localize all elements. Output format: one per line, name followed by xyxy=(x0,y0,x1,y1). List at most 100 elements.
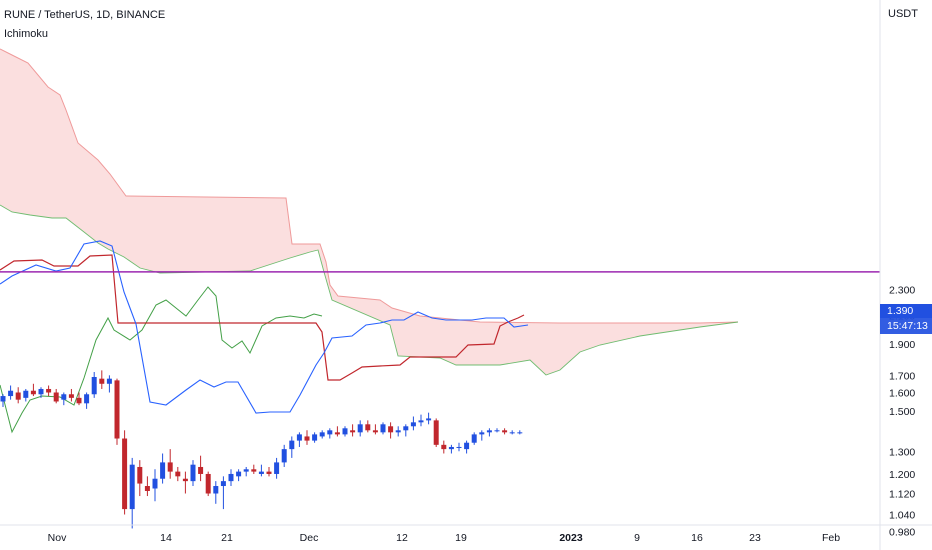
candle-body xyxy=(160,462,166,479)
candle-body xyxy=(99,378,105,384)
candle-body xyxy=(289,440,295,450)
candle-body xyxy=(213,486,219,494)
candle-body xyxy=(182,478,188,482)
candle-body xyxy=(464,442,470,450)
candle-body xyxy=(122,438,128,510)
candle-body xyxy=(509,432,515,434)
y-tick-label: 1.600 xyxy=(889,387,915,399)
candle-body xyxy=(380,424,386,433)
candle-body xyxy=(479,432,485,435)
y-tick-label: 1.200 xyxy=(889,469,915,481)
candle-body xyxy=(106,378,112,384)
candle-body xyxy=(23,390,29,398)
candle-body xyxy=(91,376,97,395)
senkou-span-b-line xyxy=(0,48,739,324)
candle-body xyxy=(76,397,82,404)
candle-body xyxy=(38,388,44,395)
x-tick-label: 14 xyxy=(160,532,172,544)
x-tick-label: 21 xyxy=(221,532,233,544)
indicator-label[interactable]: Ichimoku xyxy=(4,28,49,40)
y-tick-label: 1.700 xyxy=(889,370,915,382)
last-price-label: 1.390 xyxy=(880,304,932,318)
candle-body xyxy=(441,444,447,450)
candle-body xyxy=(517,432,523,434)
candle-body xyxy=(220,481,226,487)
candle-body xyxy=(357,424,363,433)
candle-body xyxy=(433,420,439,445)
candle-body xyxy=(365,424,371,431)
candle-body xyxy=(418,420,424,423)
x-tick-label: Feb xyxy=(822,532,840,544)
x-tick-label: Nov xyxy=(48,532,67,544)
candle-body xyxy=(486,430,492,433)
candle-body xyxy=(152,478,158,489)
candle-body xyxy=(114,380,120,439)
candle-body xyxy=(388,426,394,433)
candle-body xyxy=(8,390,14,397)
y-tick-label: 1.120 xyxy=(889,489,915,501)
candle-body xyxy=(84,394,90,404)
candle-body xyxy=(403,426,409,431)
candle-body xyxy=(502,430,508,433)
candle-body xyxy=(198,466,204,474)
candle-body xyxy=(251,469,257,472)
candle-body xyxy=(281,449,287,463)
candle-body xyxy=(327,430,333,435)
y-tick-label: 0.980 xyxy=(889,526,915,538)
x-tick-label: 23 xyxy=(749,532,761,544)
x-tick-label: 2023 xyxy=(559,532,583,544)
y-tick-label: 1.500 xyxy=(889,406,915,418)
candle-body xyxy=(342,428,348,435)
bar-countdown-label: 15:47:13 xyxy=(880,318,932,334)
candle-body xyxy=(144,486,150,491)
candle-body xyxy=(350,430,356,433)
candle-body xyxy=(471,434,477,443)
y-tick-label: 2.300 xyxy=(889,285,915,297)
candle-body xyxy=(61,394,67,400)
candle-body xyxy=(319,432,325,437)
candle-body xyxy=(30,390,36,395)
candle-body xyxy=(494,430,500,432)
x-tick-label: Dec xyxy=(300,532,319,544)
x-tick-label: 12 xyxy=(396,532,408,544)
y-tick-label: 1.040 xyxy=(889,509,915,521)
candle-body xyxy=(167,462,173,472)
candle-body xyxy=(137,466,143,484)
currency-label: USDT xyxy=(888,8,918,20)
candle-body xyxy=(228,473,234,482)
candle-body xyxy=(334,432,340,435)
chikou-span-line xyxy=(0,286,323,434)
candle-body xyxy=(129,464,135,510)
candle-body xyxy=(426,418,432,421)
y-tick-label: 1.300 xyxy=(889,446,915,458)
candle-body xyxy=(456,446,462,448)
candle-body xyxy=(312,434,318,441)
candle-body xyxy=(395,430,401,433)
x-tick-label: 16 xyxy=(691,532,703,544)
candle-body xyxy=(190,464,196,482)
candle-body xyxy=(372,430,378,433)
candle-body xyxy=(205,473,211,494)
candle-body xyxy=(266,471,272,474)
candle-body xyxy=(258,471,264,474)
tenkan-conversion-line xyxy=(0,240,529,414)
x-tick-label: 9 xyxy=(634,532,640,544)
candle-body xyxy=(296,434,302,441)
candle-body xyxy=(175,471,181,477)
candle-body xyxy=(68,394,74,398)
y-tick-label: 1.900 xyxy=(889,339,915,351)
candle-body xyxy=(304,436,310,441)
x-tick-label: 19 xyxy=(455,532,467,544)
candle-body xyxy=(53,392,59,402)
senkou-span-a-line xyxy=(0,204,739,376)
kumo-cloud xyxy=(0,49,738,375)
candle-body xyxy=(243,469,249,472)
candle-body xyxy=(15,392,21,400)
candle-body xyxy=(0,396,6,402)
candle-body xyxy=(448,446,454,450)
candle-body xyxy=(236,471,242,477)
candle-body xyxy=(46,388,52,393)
candle-body xyxy=(274,462,280,474)
kijun-base-line xyxy=(0,254,525,381)
